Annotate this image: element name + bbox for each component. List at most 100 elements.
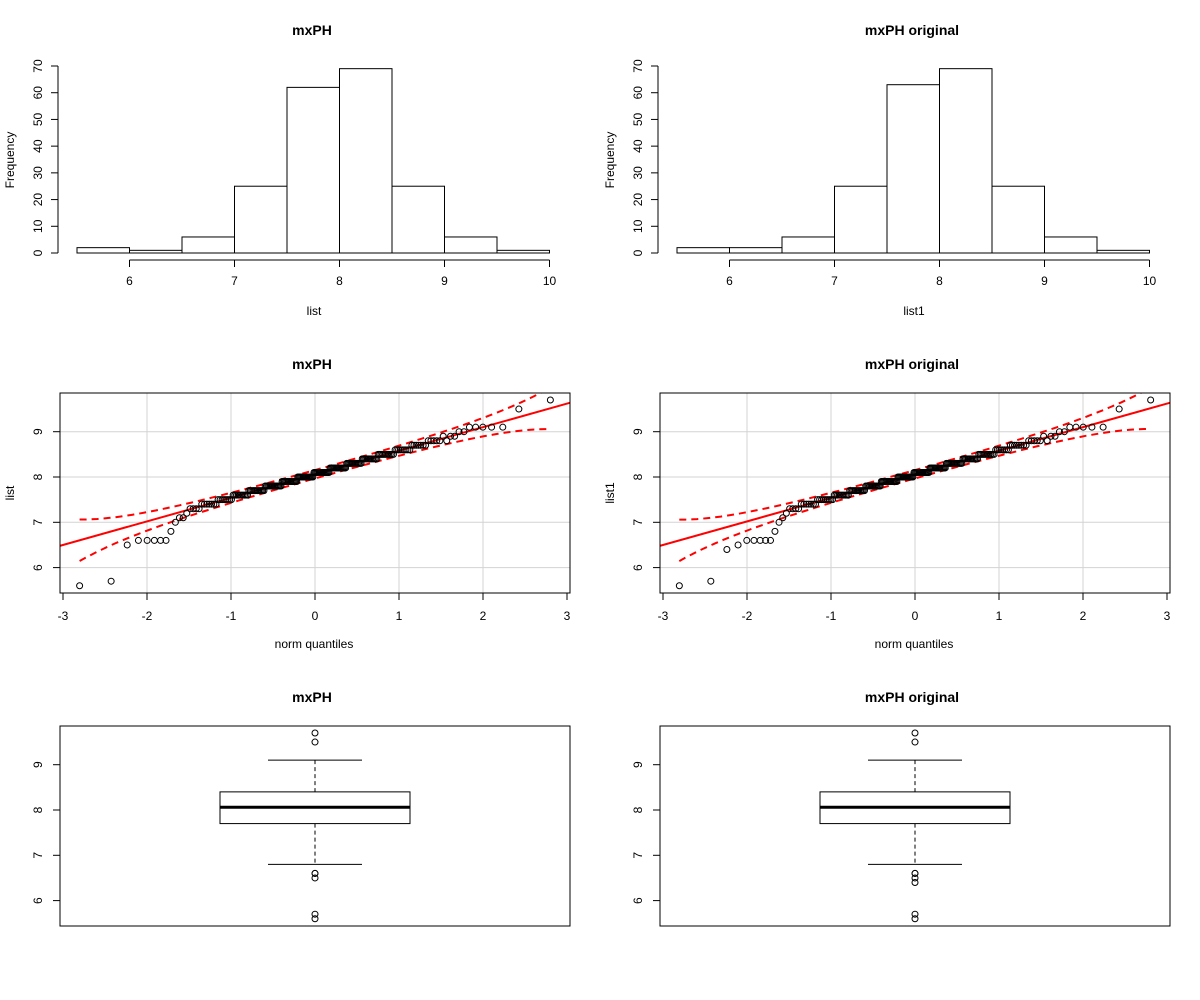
qq-point <box>807 500 815 508</box>
qq-point <box>472 423 480 431</box>
qq-point <box>750 536 758 544</box>
qq-point <box>179 514 187 522</box>
qq-point <box>208 500 216 508</box>
x-tick-label: -1 <box>226 609 237 623</box>
qq-point <box>990 450 998 458</box>
qq-point <box>157 536 165 544</box>
histogram-bar <box>339 68 393 254</box>
x-axis-label: norm quantiles <box>275 637 354 651</box>
qq-point <box>762 536 770 544</box>
qq-point <box>443 437 451 445</box>
qq-point <box>1036 437 1044 445</box>
y-tick-label: 6 <box>31 564 45 571</box>
qq-point <box>192 505 200 513</box>
x-tick-label: -2 <box>742 609 753 623</box>
qq-point <box>404 446 412 454</box>
y-tick-label: 7 <box>31 852 45 859</box>
qq-point <box>460 428 468 436</box>
qq-point <box>203 500 211 508</box>
y-tick-label: 60 <box>31 86 45 100</box>
qq-point <box>488 423 496 431</box>
qq-envelope-lower <box>79 428 551 562</box>
qq-point <box>792 505 800 513</box>
histogram-bar <box>444 236 498 254</box>
outlier-point <box>911 729 919 737</box>
qq-point <box>707 577 715 585</box>
histogram-bar <box>1044 236 1098 254</box>
x-tick-label: 9 <box>441 274 448 288</box>
y-tick-label: 9 <box>631 428 645 435</box>
histogram-bar <box>886 84 940 254</box>
y-tick-label: 0 <box>631 249 645 256</box>
qq-point <box>134 536 142 544</box>
histogram-bar <box>729 247 783 254</box>
qq-point <box>412 441 420 449</box>
qq-point <box>389 450 397 458</box>
qq-point <box>1013 441 1021 449</box>
qq-point <box>417 441 425 449</box>
qq-point <box>1015 441 1023 449</box>
qq-point <box>107 577 115 585</box>
qq-point <box>200 500 208 508</box>
y-tick-label: 70 <box>31 59 45 73</box>
qq-point <box>723 545 731 553</box>
qq-point <box>171 518 179 526</box>
outlier-point <box>311 738 319 746</box>
qq-envelope-lower <box>678 427 1151 562</box>
x-tick-label: 3 <box>564 609 571 623</box>
outlier-point <box>911 869 919 877</box>
qq-point <box>162 536 170 544</box>
qq-point <box>1020 441 1028 449</box>
qq-point <box>205 500 213 508</box>
x-tick-label: 9 <box>1041 274 1048 288</box>
x-tick-label: -2 <box>142 609 153 623</box>
y-tick-label: 6 <box>631 564 645 571</box>
chart-title: mxPH <box>292 22 332 38</box>
qq-point <box>675 582 683 590</box>
outlier-point <box>911 874 919 882</box>
qq-point <box>909 473 917 481</box>
histogram-bar <box>676 247 730 254</box>
qq-point <box>123 541 131 549</box>
y-tick-label: 70 <box>631 59 645 73</box>
x-tick-label: -3 <box>58 609 69 623</box>
outlier-point <box>911 738 919 746</box>
qq-point <box>1011 441 1019 449</box>
chart-title: mxPH original <box>865 22 959 38</box>
x-tick-label: 6 <box>726 274 733 288</box>
outlier-point <box>911 915 919 923</box>
y-tick-label: 8 <box>31 473 45 480</box>
qq-point <box>1047 432 1055 440</box>
qq-point <box>408 441 416 449</box>
qq-point <box>1001 446 1009 454</box>
qq-point <box>410 441 418 449</box>
qq-point <box>224 496 232 504</box>
qq-point <box>800 500 808 508</box>
x-tick-label: 6 <box>126 274 133 288</box>
histogram-bar <box>181 236 235 254</box>
histogram-bar <box>129 249 183 254</box>
y-tick-label: 9 <box>31 428 45 435</box>
qq-point <box>743 536 751 544</box>
x-tick-label: 0 <box>312 609 319 623</box>
qq-point <box>309 473 317 481</box>
qq-point <box>1072 423 1080 431</box>
qq-point <box>143 536 151 544</box>
qq-point <box>210 500 218 508</box>
chart-title: mxPH <box>292 356 332 372</box>
qq-point <box>212 500 220 508</box>
qq-point <box>1040 432 1048 440</box>
qq-point <box>1055 428 1063 436</box>
qq-point <box>811 500 819 508</box>
y-axis-label: list1 <box>603 482 617 504</box>
qq-point <box>1043 437 1051 445</box>
plot-frame <box>59 725 571 927</box>
x-tick-label: 1 <box>396 609 403 623</box>
qq-point <box>779 514 787 522</box>
chart-title: mxPH original <box>865 689 959 705</box>
outlier-point <box>311 915 319 923</box>
histogram-bar <box>834 185 888 254</box>
x-axis-label: list <box>307 304 322 318</box>
qq-point <box>734 541 742 549</box>
